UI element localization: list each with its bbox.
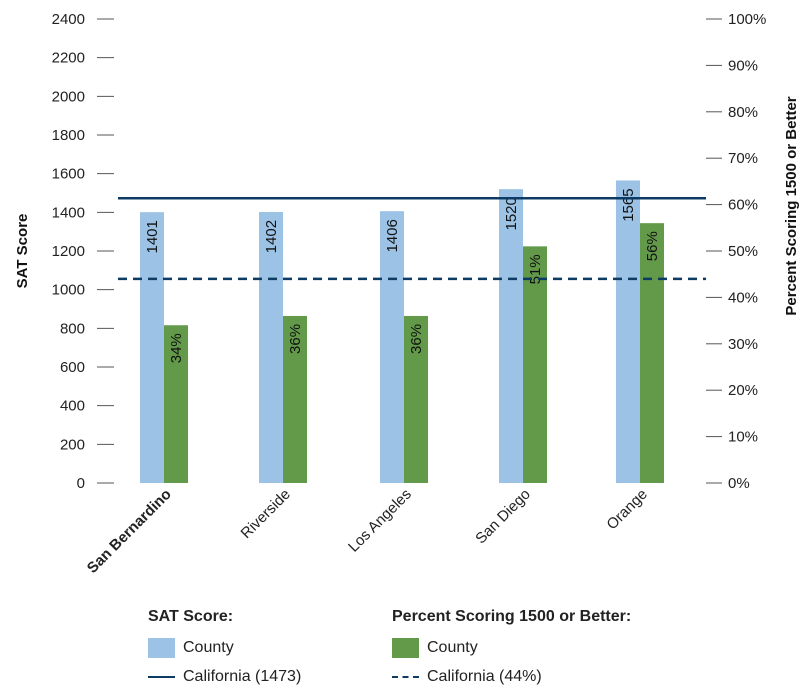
left-axis-tick-label: 2400 bbox=[52, 11, 85, 28]
legend-sat-california: California (1473) bbox=[148, 665, 301, 689]
bar-percent-1500-label: 51% bbox=[527, 254, 544, 284]
left-axis-tick-label: 1000 bbox=[52, 282, 85, 299]
bar-sat-score bbox=[616, 180, 640, 483]
bar-percent-1500-label: 36% bbox=[287, 324, 304, 354]
legend-swatch-green bbox=[392, 638, 419, 658]
left-axis-tick-label: 2200 bbox=[52, 50, 85, 67]
legend-sat: SAT Score: County California (1473) bbox=[148, 608, 301, 694]
left-axis-tick-label: 2000 bbox=[52, 88, 85, 105]
right-axis-tick-label: 100% bbox=[728, 11, 766, 28]
legend-pct-california-label: California (44%) bbox=[427, 668, 542, 685]
right-axis-tick-label: 50% bbox=[728, 243, 758, 260]
category-label: Los Angeles bbox=[345, 486, 415, 556]
category-label: San Diego bbox=[472, 486, 534, 548]
right-axis-title: Percent Scoring 1500 or Better bbox=[783, 96, 800, 315]
left-axis-tick-label: 200 bbox=[60, 436, 85, 453]
left-axis-tick-label: 400 bbox=[60, 398, 85, 415]
bar-percent-1500-label: 56% bbox=[644, 231, 661, 261]
legend-pct: Percent Scoring 1500 or Better: County C… bbox=[392, 608, 631, 694]
bar-percent-1500 bbox=[164, 325, 188, 483]
bar-sat-score-label: 1520 bbox=[503, 197, 520, 230]
right-axis-tick-label: 70% bbox=[728, 150, 758, 167]
legend-pct-california: California (44%) bbox=[392, 665, 631, 689]
legend-line-solid bbox=[148, 676, 175, 678]
category-label: Orange bbox=[603, 486, 650, 533]
bar-percent-1500 bbox=[404, 315, 428, 483]
bar-sat-score bbox=[499, 189, 523, 483]
left-axis-tick-label: 800 bbox=[60, 320, 85, 337]
legend-pct-county-label: County bbox=[427, 639, 478, 656]
right-axis-tick-label: 10% bbox=[728, 429, 758, 446]
bar-sat-score bbox=[140, 212, 164, 483]
legend-sat-county-label: County bbox=[183, 639, 234, 656]
left-axis-tick-label: 1400 bbox=[52, 204, 85, 221]
right-axis-tick-label: 0% bbox=[728, 475, 750, 492]
bar-percent-1500-label: 36% bbox=[408, 324, 425, 354]
left-axis-tick-label: 1600 bbox=[52, 166, 85, 183]
bar-sat-score-label: 1565 bbox=[620, 188, 637, 221]
bar-sat-score-label: 1401 bbox=[144, 220, 161, 253]
right-axis-tick-label: 20% bbox=[728, 382, 758, 399]
legend-pct-title: Percent Scoring 1500 or Better: bbox=[392, 608, 632, 625]
bar-sat-score bbox=[259, 211, 283, 484]
bar-sat-score-label: 1406 bbox=[384, 219, 401, 252]
left-axis-tick-label: 1800 bbox=[52, 127, 85, 144]
right-axis-tick-label: 80% bbox=[728, 104, 758, 121]
bar-percent-1500 bbox=[283, 315, 307, 483]
legend-pct-county: County bbox=[392, 636, 631, 660]
left-axis-tick-label: 600 bbox=[60, 359, 85, 376]
bar-percent-1500 bbox=[523, 246, 547, 483]
category-label: San Bernardino bbox=[84, 486, 175, 577]
bar-sat-score-label: 1402 bbox=[263, 220, 280, 253]
left-axis-tick-label: 1200 bbox=[52, 243, 85, 260]
category-label: Riverside bbox=[238, 486, 294, 542]
chart: 0 200 400 600 800 1000 1200 1400 1600 1800 2000 220… bbox=[14, 11, 800, 577]
legend-sat-title: SAT Score: bbox=[148, 608, 234, 625]
legend-swatch-blue bbox=[148, 638, 175, 658]
right-axis-tick-label: 90% bbox=[728, 57, 758, 74]
legend-sat-california-label: California (1473) bbox=[183, 668, 302, 685]
bar-percent-1500-label: 34% bbox=[168, 333, 185, 363]
right-axis-tick-label: 30% bbox=[728, 336, 758, 353]
left-axis-tick-label: 0 bbox=[77, 475, 85, 492]
left-axis-title: SAT Score bbox=[14, 214, 31, 289]
right-axis-tick-label: 60% bbox=[728, 197, 758, 214]
bar-percent-1500 bbox=[640, 223, 664, 483]
legend-line-dashed bbox=[392, 676, 419, 678]
right-axis-tick-label: 40% bbox=[728, 289, 758, 306]
legend-sat-county: County bbox=[148, 636, 301, 660]
bar-sat-score bbox=[380, 211, 404, 483]
